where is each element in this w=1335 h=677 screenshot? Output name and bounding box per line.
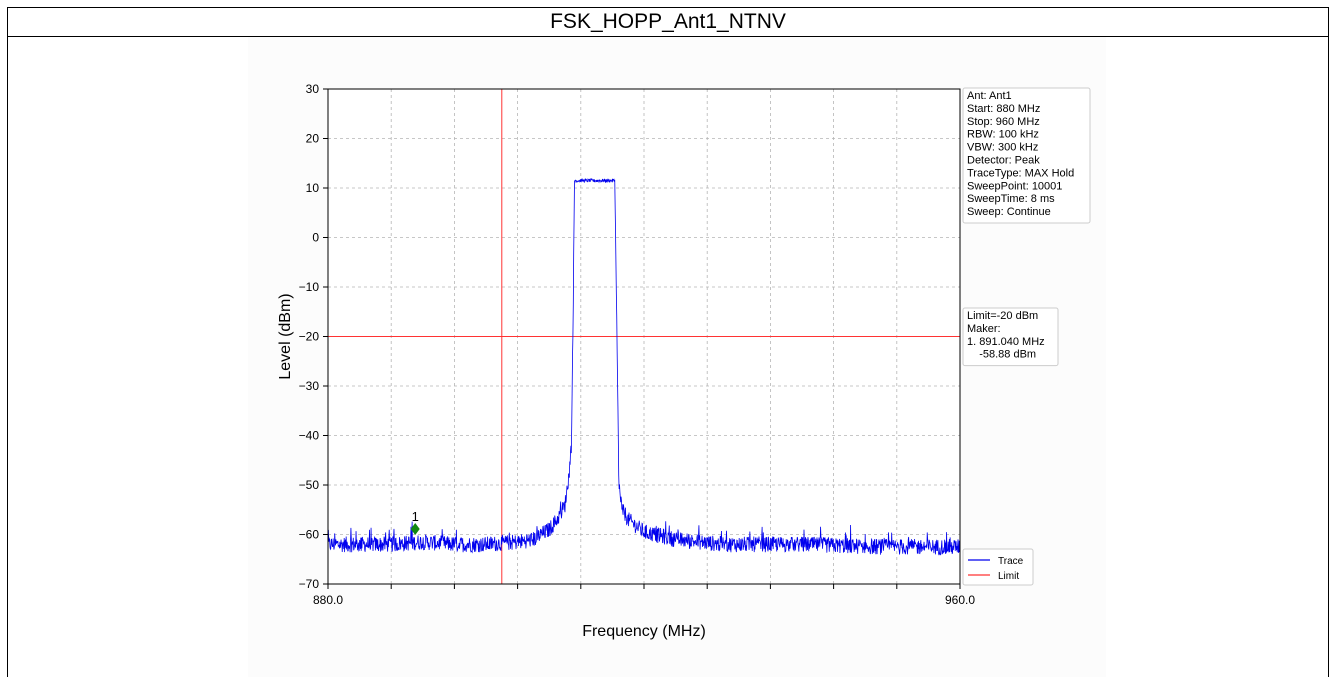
limit-box-line: Maker: <box>967 323 1001 335</box>
info-box-line: Stop: 960 MHz <box>967 116 1040 128</box>
y-tick-label: −10 <box>299 280 320 294</box>
x-tick-label: 880.0 <box>313 593 343 607</box>
page-title: FSK_HOPP_Ant1_NTNV <box>7 7 1329 37</box>
y-tick-label: 20 <box>306 132 320 146</box>
legend-label: Trace <box>998 556 1024 567</box>
y-tick-label: −40 <box>299 429 320 443</box>
marker-1-diamond <box>410 522 420 535</box>
legend-label: Limit <box>998 571 1019 582</box>
limit-box-line: -58.88 dBm <box>967 349 1036 361</box>
info-box-line: SweepTime: 8 ms <box>967 193 1055 205</box>
right-border <box>1328 37 1329 677</box>
y-tick-label: 10 <box>306 181 320 195</box>
info-box-line: Sweep: Continue <box>967 206 1051 218</box>
y-tick-label: −70 <box>299 577 320 591</box>
marker-1-label: 1 <box>412 509 419 524</box>
info-box-frame <box>962 87 1091 224</box>
trace-layer <box>327 177 961 556</box>
info-box-line: Detector: Peak <box>967 155 1040 167</box>
y-tick-label: −30 <box>299 379 320 393</box>
limit-box-line: Limit=-20 dBm <box>967 310 1038 322</box>
y-tick-label: −60 <box>299 528 320 542</box>
y-tick-label: −50 <box>299 478 320 492</box>
x-tick-label: 960.0 <box>945 593 975 607</box>
legend-frame <box>962 548 1034 586</box>
y-tick-label: −20 <box>299 330 320 344</box>
info-box-line: VBW: 300 kHz <box>967 142 1038 154</box>
legend: Trace Limit <box>962 548 1034 586</box>
left-border <box>7 37 8 677</box>
info-box-line: RBW: 100 kHz <box>967 129 1039 141</box>
limit-layer <box>328 89 960 584</box>
y-axis-label: Level (dBm) <box>277 293 294 379</box>
marker-layer: 1 <box>410 509 420 535</box>
limit-box-line: 1. 891.040 MHz <box>967 336 1045 348</box>
info-box-line: Start: 880 MHz <box>967 103 1040 115</box>
info-box-line: TraceType: MAX Hold <box>967 167 1074 179</box>
limit-box-frame <box>962 307 1059 367</box>
tick-layer: 30 20 10 0 −10 −20 −30 −40 −50 −60 −70 880.0 960.0 <box>299 82 976 607</box>
info-box-line: SweepPoint: 10001 <box>967 180 1062 192</box>
info-box-line: Ant: Ant1 <box>967 90 1012 102</box>
x-axis-label: Frequency (MHz) <box>582 623 706 640</box>
y-tick-label: 0 <box>312 231 319 245</box>
y-tick-label: 30 <box>306 82 320 96</box>
trace-line <box>327 177 961 556</box>
